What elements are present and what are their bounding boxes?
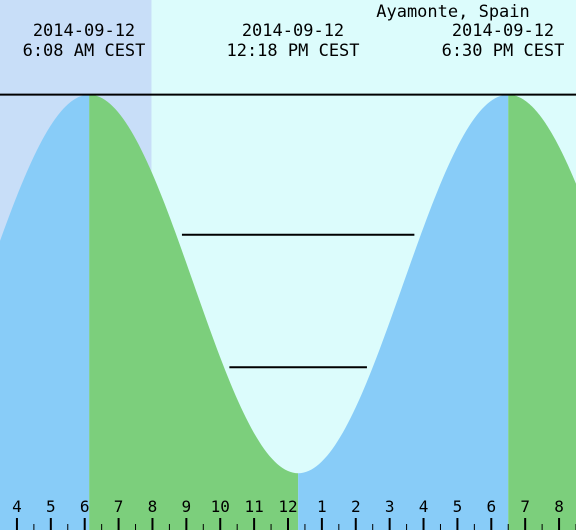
x-tick-label-5: 5 — [453, 497, 463, 516]
x-tick-label-1: 1 — [317, 497, 327, 516]
x-tick-label-2: 2 — [351, 497, 361, 516]
x-tick-label-6: 6 — [80, 497, 90, 516]
x-tick-label-12: 12 — [278, 497, 297, 516]
x-tick-label-8: 8 — [554, 497, 564, 516]
x-tick-label-6: 6 — [486, 497, 496, 516]
x-tick-label-8: 8 — [148, 497, 158, 516]
event-2-date: 2014-09-12 — [242, 21, 344, 41]
event-1-time: 6:08 AM CEST — [23, 41, 146, 61]
x-tick-label-5: 5 — [46, 497, 56, 516]
x-tick-label-3: 3 — [385, 497, 395, 516]
x-tick-label-7: 7 — [114, 497, 124, 516]
x-tick-label-4: 4 — [12, 497, 22, 516]
x-tick-label-9: 9 — [182, 497, 192, 516]
tide-areas — [0, 94, 576, 530]
rising-tide-area-1 — [0, 94, 90, 530]
reference-lines — [0, 93, 576, 369]
rising-tide-area-3 — [298, 94, 509, 530]
x-axis: 4 5 6 7 8 9 10 11 12 1 2 3 4 5 6 7 8 — [12, 497, 576, 530]
event-1-date: 2014-09-12 — [33, 21, 135, 41]
x-tick-label-10: 10 — [211, 497, 230, 516]
event-3-time: 6:30 PM CEST — [442, 41, 565, 61]
location-label: Ayamonte, Spain — [376, 2, 530, 22]
x-tick-label-11: 11 — [244, 497, 263, 516]
event-2-time: 12:18 PM CEST — [226, 41, 359, 61]
falling-tide-area-2 — [89, 94, 299, 530]
event-3-date: 2014-09-12 — [452, 21, 554, 41]
x-tick-label-4: 4 — [419, 497, 429, 516]
falling-tide-area-4 — [508, 94, 576, 530]
x-tick-label-7: 7 — [520, 497, 530, 516]
